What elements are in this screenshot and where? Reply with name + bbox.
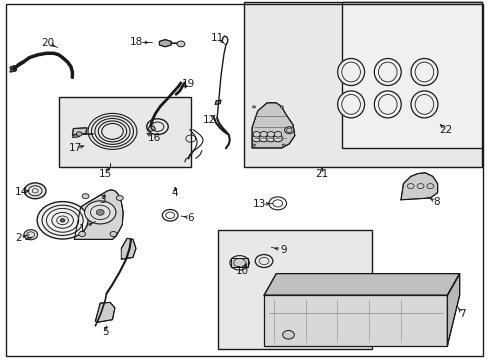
Text: 14: 14: [14, 186, 28, 197]
Text: 8: 8: [432, 197, 439, 207]
Circle shape: [177, 41, 184, 47]
Polygon shape: [447, 274, 459, 346]
Circle shape: [282, 330, 294, 339]
Circle shape: [282, 144, 285, 146]
Bar: [217, 230, 371, 349]
Circle shape: [266, 131, 274, 137]
Polygon shape: [147, 126, 155, 131]
Ellipse shape: [410, 91, 437, 118]
Text: 4: 4: [171, 188, 178, 198]
Circle shape: [252, 106, 255, 108]
Circle shape: [84, 201, 116, 224]
Circle shape: [252, 135, 261, 142]
Text: 13: 13: [252, 199, 265, 210]
Bar: [342, 2, 481, 148]
Bar: [264, 295, 447, 346]
Polygon shape: [252, 103, 294, 148]
Text: 17: 17: [69, 143, 82, 153]
Circle shape: [280, 106, 283, 108]
Circle shape: [116, 195, 123, 201]
Ellipse shape: [374, 91, 400, 118]
Text: 6: 6: [187, 213, 194, 223]
Circle shape: [96, 210, 104, 215]
Polygon shape: [264, 295, 447, 346]
Circle shape: [37, 202, 88, 239]
Text: 11: 11: [210, 33, 224, 43]
Ellipse shape: [337, 59, 364, 86]
Text: 2: 2: [15, 233, 22, 243]
Text: 1: 1: [79, 224, 85, 234]
Text: 9: 9: [280, 245, 286, 255]
Ellipse shape: [337, 91, 364, 118]
Text: 7: 7: [458, 309, 465, 319]
Text: 19: 19: [181, 78, 195, 89]
Circle shape: [110, 231, 117, 237]
Circle shape: [259, 135, 268, 142]
Circle shape: [24, 183, 46, 199]
Text: 10: 10: [235, 266, 248, 276]
Circle shape: [82, 194, 89, 199]
Text: 15: 15: [98, 168, 112, 179]
Circle shape: [260, 131, 267, 137]
Circle shape: [273, 135, 282, 142]
Text: 16: 16: [147, 132, 161, 143]
Bar: [244, 2, 481, 167]
Polygon shape: [72, 134, 81, 138]
Polygon shape: [215, 100, 221, 104]
Circle shape: [265, 135, 275, 142]
Ellipse shape: [410, 59, 437, 86]
Circle shape: [253, 131, 260, 137]
Polygon shape: [264, 274, 459, 295]
Text: 5: 5: [102, 327, 108, 337]
Text: 18: 18: [129, 37, 142, 48]
Polygon shape: [95, 302, 115, 322]
Text: 20: 20: [41, 38, 54, 48]
Polygon shape: [159, 40, 171, 47]
Circle shape: [60, 219, 65, 222]
Polygon shape: [10, 66, 17, 72]
Polygon shape: [230, 258, 248, 267]
Circle shape: [79, 231, 85, 237]
Circle shape: [252, 144, 255, 146]
Polygon shape: [400, 173, 437, 200]
Circle shape: [24, 230, 38, 240]
Text: 3: 3: [99, 195, 106, 205]
Polygon shape: [121, 238, 136, 259]
Ellipse shape: [374, 59, 400, 86]
Text: 22: 22: [438, 125, 452, 135]
Polygon shape: [74, 190, 123, 239]
Text: 12: 12: [202, 114, 216, 125]
Circle shape: [76, 132, 82, 136]
Circle shape: [284, 127, 293, 134]
Bar: [59, 97, 190, 167]
Polygon shape: [72, 128, 87, 135]
Circle shape: [274, 131, 281, 137]
Text: 21: 21: [314, 168, 328, 179]
